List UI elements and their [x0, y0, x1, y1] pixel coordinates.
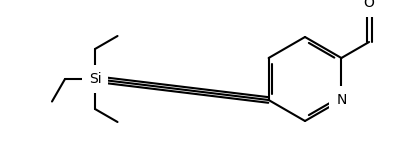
Text: Si: Si [89, 72, 101, 86]
Text: N: N [336, 93, 346, 107]
Text: O: O [364, 0, 375, 10]
